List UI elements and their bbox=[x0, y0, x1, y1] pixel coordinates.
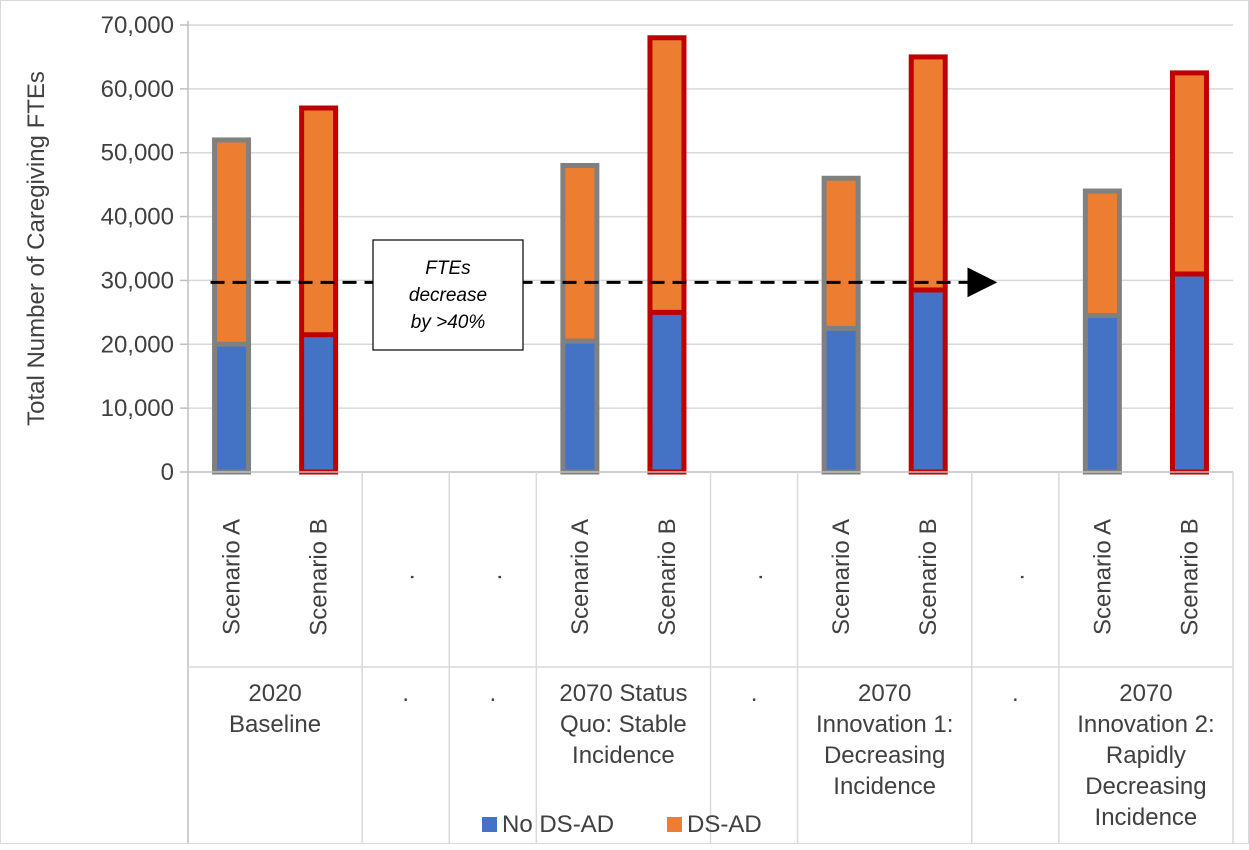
scenario-label: Scenario A bbox=[567, 519, 594, 635]
bar-segment-no-ds-ad bbox=[1172, 274, 1207, 472]
group-label: . bbox=[751, 680, 758, 707]
scenario-label: Scenario A bbox=[1089, 519, 1116, 635]
group-label-line: . bbox=[1012, 680, 1019, 707]
legend-label: DS-AD bbox=[687, 811, 762, 838]
y-tick-label: 30,000 bbox=[101, 267, 174, 294]
group-label: 2070 Innovation 2: Rapidly Decreasing Incide… bbox=[1077, 680, 1214, 831]
group-label-line: . bbox=[489, 680, 496, 707]
bar-segment-no-ds-ad bbox=[562, 341, 597, 472]
legend-swatch-no-ds-ad bbox=[482, 817, 497, 832]
bar-segment-no-ds-ad bbox=[1085, 315, 1120, 472]
bar-segment-ds-ad bbox=[911, 56, 946, 291]
bar-segment-ds-ad bbox=[301, 108, 336, 335]
group-label-line: 2070 bbox=[1119, 680, 1172, 707]
bar-segment-ds-ad bbox=[1172, 72, 1207, 275]
bar-segment-ds-ad bbox=[562, 165, 597, 342]
annotation: FTEs decrease by >40% bbox=[210, 239, 998, 351]
bar-segment-no-ds-ad bbox=[649, 312, 684, 472]
bars bbox=[212, 35, 1209, 475]
bar-segment-ds-ad bbox=[214, 139, 249, 345]
group-label-line: Quo: Stable bbox=[560, 711, 687, 738]
y-tick-label: 20,000 bbox=[101, 331, 174, 358]
bar-segment-no-ds-ad bbox=[824, 328, 859, 472]
y-tick-label: 50,000 bbox=[101, 140, 174, 167]
y-tick-label: 70,000 bbox=[101, 12, 174, 39]
scenario-label: Scenario A bbox=[219, 519, 246, 635]
group-label-line: Baseline bbox=[229, 711, 321, 738]
group-label-line: Rapidly bbox=[1106, 742, 1186, 769]
scenario-label: . bbox=[741, 574, 768, 581]
group-label-line: 2070 Status bbox=[559, 680, 687, 707]
annotation-box bbox=[372, 239, 524, 351]
group-label-line: Decreasing bbox=[1085, 773, 1206, 800]
scenario-label: Scenario B bbox=[654, 518, 681, 635]
group-label: . bbox=[402, 680, 409, 707]
y-tick-label: 60,000 bbox=[101, 76, 174, 103]
scenario-label: . bbox=[1002, 574, 1029, 581]
annotation-text-line: FTEs bbox=[425, 258, 471, 279]
group-label-line: 2020 bbox=[248, 680, 301, 707]
group-label-line: 2070 bbox=[858, 680, 911, 707]
group-label-line: Innovation 2: bbox=[1077, 711, 1214, 738]
group-label-line: . bbox=[751, 680, 758, 707]
scenario-label: Scenario B bbox=[306, 518, 333, 635]
annotation-text-line: by >40% bbox=[411, 312, 486, 333]
legend-swatch-ds-ad bbox=[667, 817, 682, 832]
group-label-line: Innovation 1: bbox=[816, 711, 953, 738]
group-label-line: Incidence bbox=[833, 773, 936, 800]
y-tick-label: 0 bbox=[161, 459, 174, 486]
group-label-line: Incidence bbox=[572, 742, 675, 769]
scenario-label: . bbox=[393, 574, 420, 581]
group-label-line: Decreasing bbox=[824, 742, 945, 769]
annotation-text-line: decrease bbox=[409, 285, 487, 306]
group-label: 2020 Baseline bbox=[229, 680, 321, 738]
scenario-label: Scenario B bbox=[1176, 518, 1203, 635]
y-tick-label: 10,000 bbox=[101, 395, 174, 422]
bar-segment-no-ds-ad bbox=[214, 344, 249, 472]
axes: 0 10,000 20,000 30,000 40,000 50,000 60,000 70,… bbox=[23, 12, 1233, 843]
legend: No DS-AD DS-AD bbox=[482, 811, 762, 838]
group-label-line: Incidence bbox=[1095, 804, 1198, 831]
group-label: 2070 Status Quo: Stable Incidence bbox=[559, 680, 687, 769]
group-label-line: . bbox=[402, 680, 409, 707]
bar-segment-no-ds-ad bbox=[301, 334, 336, 472]
bar-segment-ds-ad bbox=[649, 37, 684, 313]
group-label: . bbox=[489, 680, 496, 707]
y-tick-label: 40,000 bbox=[101, 204, 174, 231]
gridlines bbox=[188, 24, 1233, 409]
scenario-label: Scenario B bbox=[915, 518, 942, 635]
y-axis-title: Total Number of Caregiving FTEs bbox=[23, 71, 50, 426]
group-label: 2070 Innovation 1: Decreasing Incidence bbox=[816, 680, 953, 800]
scenario-label: Scenario A bbox=[828, 519, 855, 635]
category-axis: Scenario A Scenario B.. Scenario A Scenario… bbox=[188, 472, 1234, 843]
bar-segment-ds-ad bbox=[824, 178, 859, 329]
legend-label: No DS-AD bbox=[502, 811, 614, 838]
group-label: . bbox=[1012, 680, 1019, 707]
annotation-text: FTEs decrease by >40% bbox=[409, 258, 487, 333]
scenario-label: . bbox=[480, 574, 507, 581]
bar-segment-no-ds-ad bbox=[911, 290, 946, 472]
bar-segment-ds-ad bbox=[1085, 191, 1120, 316]
